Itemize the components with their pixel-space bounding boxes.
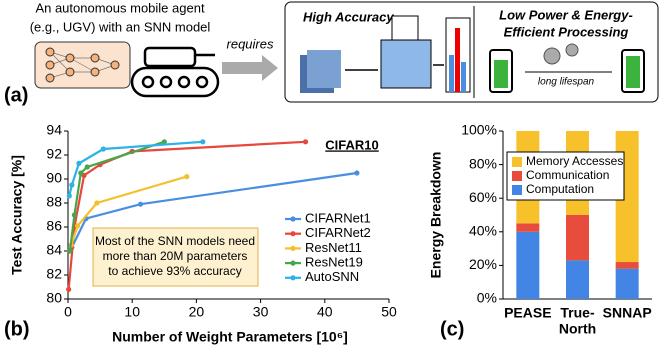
bar-segment [516,232,539,299]
x-tick-label: 40 [317,304,333,320]
histogram-icon [449,55,454,92]
y-tick-label: 60% [469,189,497,205]
bar-segment [616,262,639,269]
legend-swatch [290,261,295,266]
arrow-label: requires [227,36,274,51]
y-tick-label: 80% [469,155,497,171]
data-point [85,164,90,169]
y-tick-label: 86 [46,218,62,234]
y-tick-label: 0% [477,290,497,306]
x-tick-label: 10 [124,304,140,320]
panel-label: (b) [4,318,30,340]
tank-icon [132,48,218,96]
y-tick-label: 94 [46,122,62,138]
accuracy-title: High Accuracy [303,9,394,24]
annotation: Most of the SNN models need [95,234,255,248]
image-icon [381,40,431,88]
bar-segment [616,269,639,299]
legend-swatch [512,157,522,167]
x-axis-label: Number of Weight Parameters [10⁶] [112,329,348,345]
x-tick-label: North [559,321,596,337]
bar-segment [566,215,589,260]
legend-label: Computation [526,182,594,196]
y-axis-label: Energy Breakdown [428,152,444,279]
data-point [138,202,143,207]
battery-icon [626,56,640,88]
data-point [76,161,81,166]
bar-segment [516,223,539,231]
annotation: to achieve 93% accuracy [108,264,241,278]
legend-swatch [290,275,295,280]
legend-label: AutoSNN [305,269,359,284]
annotation: more than 20M parameters [103,249,248,263]
legend-label: ResNet19 [305,255,363,270]
bar-segment [566,260,589,299]
y-tick-label: 90 [46,170,62,186]
data-point [67,248,72,253]
x-tick-label: 20 [189,304,205,320]
legend-label: Memory Accesses [526,154,623,168]
legend-label: ResNet11 [305,240,362,255]
legend-label: CIFARNet2 [305,225,371,240]
legend-swatch [512,171,522,181]
agent-line: An autonomous mobile agent [35,0,205,15]
legend-label: CIFARNet1 [305,210,371,225]
y-tick-label: 40% [469,223,497,239]
legend-label: Communication [526,168,609,182]
data-point [75,223,80,228]
data-point [72,212,77,217]
battery-icon [494,60,508,88]
y-tick-label: 100% [461,122,497,138]
y-tick-label: 88 [46,194,62,210]
x-tick-label: 0 [64,304,72,320]
legend-swatch [290,231,295,236]
gear-icon [566,44,578,56]
power-title: Efficient Processing [504,24,629,39]
panel-label: (c) [440,318,464,340]
data-point [94,200,99,205]
chart-title: CIFAR10 [325,137,378,152]
x-tick-label: PEASE [504,305,551,321]
histogram-icon [461,62,466,92]
panel-label: (a) [4,84,28,106]
legend-swatch [290,246,295,251]
power-title: Low Power & Energy- [499,7,633,22]
data-point [67,193,72,198]
data-point [101,146,106,151]
histogram-icon [455,28,460,92]
x-tick-label: True- [560,305,595,321]
y-tick-label: 80 [46,290,62,306]
y-axis-label: Test Accuracy [%] [9,155,25,275]
y-tick-label: 84 [46,242,62,258]
data-point [69,182,74,187]
y-tick-label: 20% [469,256,497,272]
figure: An autonomous mobile agent (e.g., UGV) w… [0,0,662,350]
data-point [66,287,71,292]
gear-icon [544,48,560,64]
legend-swatch [512,185,522,195]
x-tick-label: 30 [253,304,269,320]
arrow [222,55,278,81]
data-point [184,174,189,179]
y-tick-label: 82 [46,266,62,282]
x-tick-label: SNNAP [603,305,652,321]
image-icon [307,50,341,88]
network-icon [392,16,418,40]
y-tick-label: 92 [46,146,62,162]
data-point [78,170,83,175]
data-point [354,170,359,175]
agent-line: (e.g., UGV) with an SNN model [30,19,211,34]
data-point [200,139,205,144]
data-point [303,139,308,144]
battery-label: long lifespan [538,77,595,88]
x-tick-label: 50 [381,304,397,320]
panel-a: An autonomous mobile agent (e.g., UGV) w… [4,0,658,106]
legend-swatch [290,216,295,221]
